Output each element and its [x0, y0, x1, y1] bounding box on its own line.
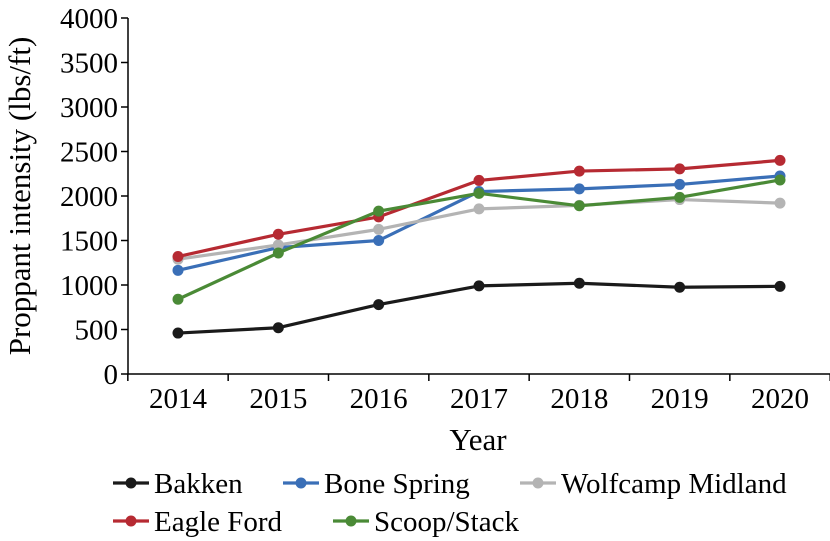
- legend: Bakken Bone Spring Wolfcamp Midland Eagle F…: [113, 468, 787, 538]
- y-tick-label: 3500: [60, 48, 118, 80]
- data-point-scoop-stack: [573, 200, 585, 212]
- data-point-bone-spring: [674, 178, 686, 190]
- legend-marker: [295, 477, 307, 489]
- legend-marker: [125, 477, 137, 489]
- data-point-bakken: [573, 277, 585, 289]
- legend-label: Scoop/Stack: [374, 506, 519, 538]
- x-tick-label: 2014: [149, 383, 208, 415]
- series-wolfcamp-midland: [172, 194, 786, 265]
- legend-marker: [125, 515, 137, 527]
- data-point-scoop-stack: [674, 191, 686, 203]
- y-tick-label: 4000: [60, 3, 118, 35]
- axes: 0 500 1000 1500 2000 2500 3000 3500 4000 2014 2015…: [60, 3, 830, 415]
- data-point-bone-spring: [373, 235, 385, 246]
- data-point-bone-spring: [573, 183, 585, 195]
- data-point-scoop-stack: [373, 205, 385, 217]
- y-tick-label: 1500: [60, 226, 118, 258]
- legend-item-wolfcamp-midland: Wolfcamp Midland: [520, 468, 787, 500]
- data-point-eagle-ford: [674, 163, 686, 175]
- data-point-bakken: [674, 281, 686, 293]
- legend-item-eagle-ford: Eagle Ford: [113, 506, 283, 538]
- data-point-wolfcamp-midland: [774, 197, 786, 209]
- data-point-scoop-stack: [272, 247, 284, 259]
- legend-marker: [532, 477, 544, 489]
- data-point-eagle-ford: [473, 174, 485, 186]
- data-point-eagle-ford: [573, 165, 585, 177]
- data-point-bakken: [272, 322, 284, 334]
- data-point-scoop-stack: [473, 187, 485, 199]
- data-point-bakken: [172, 327, 184, 339]
- legend-item-bakken: Bakken: [113, 468, 243, 500]
- y-axis-label: Proppant intensity (lbs/ft): [2, 37, 37, 356]
- data-point-bone-spring: [172, 264, 184, 276]
- x-tick-label: 2020: [751, 383, 809, 415]
- data-point-wolfcamp-midland: [272, 239, 284, 251]
- data-point-bakken: [373, 299, 385, 311]
- y-tick-label: 2500: [60, 137, 118, 169]
- y-tick-label: 0: [104, 359, 119, 391]
- data-point-eagle-ford: [774, 154, 786, 166]
- data-point-eagle-ford: [272, 228, 284, 240]
- legend-marker: [345, 515, 357, 527]
- y-tick-label: 1000: [60, 270, 118, 302]
- legend-item-scoop-stack: Scoop/Stack: [333, 506, 519, 538]
- y-tick-label: 500: [75, 315, 119, 347]
- data-point-scoop-stack: [774, 174, 786, 186]
- legend-item-bone-spring: Bone Spring: [283, 468, 470, 500]
- legend-label: Bakken: [154, 468, 243, 500]
- series-eagle-ford: [172, 154, 786, 263]
- x-tick-label: 2017: [450, 383, 508, 415]
- data-point-bakken: [774, 280, 786, 292]
- x-tick-label: 2018: [550, 383, 608, 415]
- x-axis-label: Year: [449, 422, 507, 457]
- data-point-eagle-ford: [172, 251, 184, 263]
- data-point-wolfcamp-midland: [473, 203, 485, 215]
- y-tick-label: 2000: [60, 181, 118, 213]
- series-scoop-stack: [172, 174, 786, 305]
- series-layer: [172, 154, 786, 339]
- series-bakken: [172, 277, 786, 339]
- data-point-scoop-stack: [172, 293, 184, 305]
- x-tick-label: 2015: [249, 383, 307, 415]
- x-tick-label: 2019: [651, 383, 709, 415]
- y-tick-label: 3000: [60, 92, 118, 124]
- legend-label: Bone Spring: [324, 468, 470, 500]
- data-point-bakken: [473, 280, 485, 292]
- legend-label: Eagle Ford: [154, 506, 283, 538]
- legend-label: Wolfcamp Midland: [561, 468, 787, 500]
- x-tick-label: 2016: [350, 383, 408, 415]
- data-point-wolfcamp-midland: [373, 223, 385, 235]
